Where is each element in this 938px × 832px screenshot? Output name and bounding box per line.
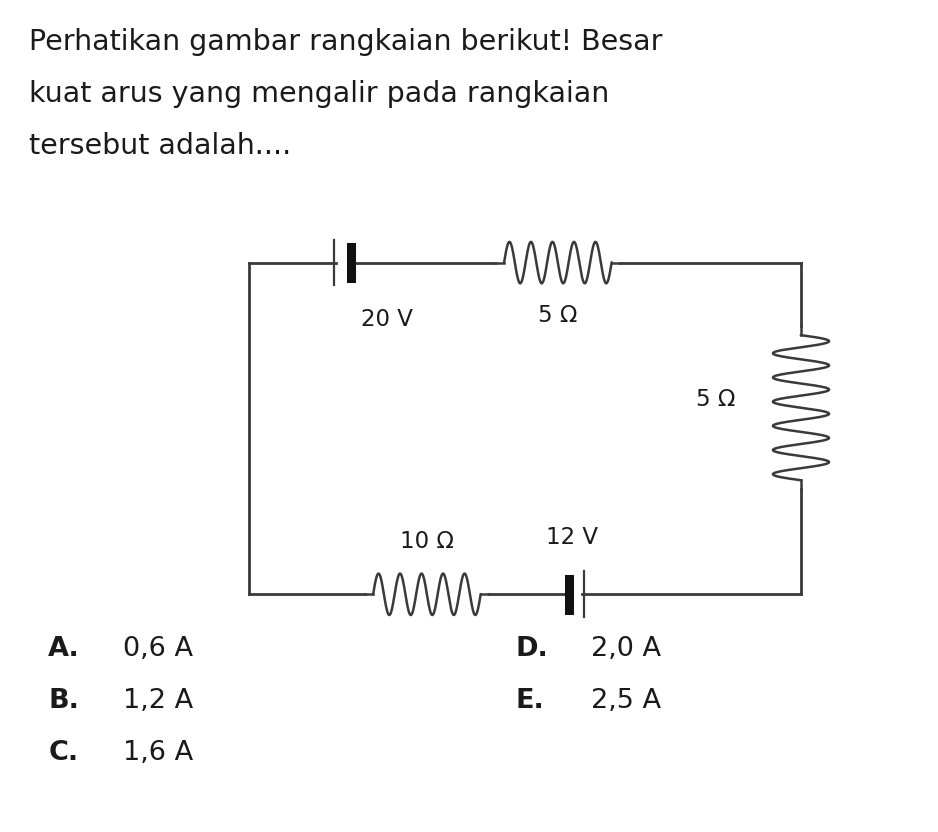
Text: 1,2 A: 1,2 A [123, 688, 193, 714]
Text: 2,5 A: 2,5 A [591, 688, 660, 714]
Text: C.: C. [48, 740, 78, 766]
Text: B.: B. [48, 688, 79, 714]
Text: E.: E. [516, 688, 545, 714]
Text: 2,0 A: 2,0 A [591, 636, 660, 662]
Text: 1,6 A: 1,6 A [123, 740, 193, 766]
Text: 10 Ω: 10 Ω [400, 530, 454, 552]
Text: 5 Ω: 5 Ω [538, 304, 578, 327]
Text: 12 V: 12 V [546, 526, 598, 548]
Text: 5 Ω: 5 Ω [696, 388, 735, 411]
Text: D.: D. [516, 636, 549, 662]
Text: kuat arus yang mengalir pada rangkaian: kuat arus yang mengalir pada rangkaian [29, 80, 610, 108]
Text: tersebut adalah....: tersebut adalah.... [29, 132, 292, 160]
Text: A.: A. [48, 636, 80, 662]
Text: Perhatikan gambar rangkaian berikut! Besar: Perhatikan gambar rangkaian berikut! Bes… [29, 28, 663, 57]
Text: 0,6 A: 0,6 A [123, 636, 193, 662]
Text: 20 V: 20 V [360, 308, 413, 331]
